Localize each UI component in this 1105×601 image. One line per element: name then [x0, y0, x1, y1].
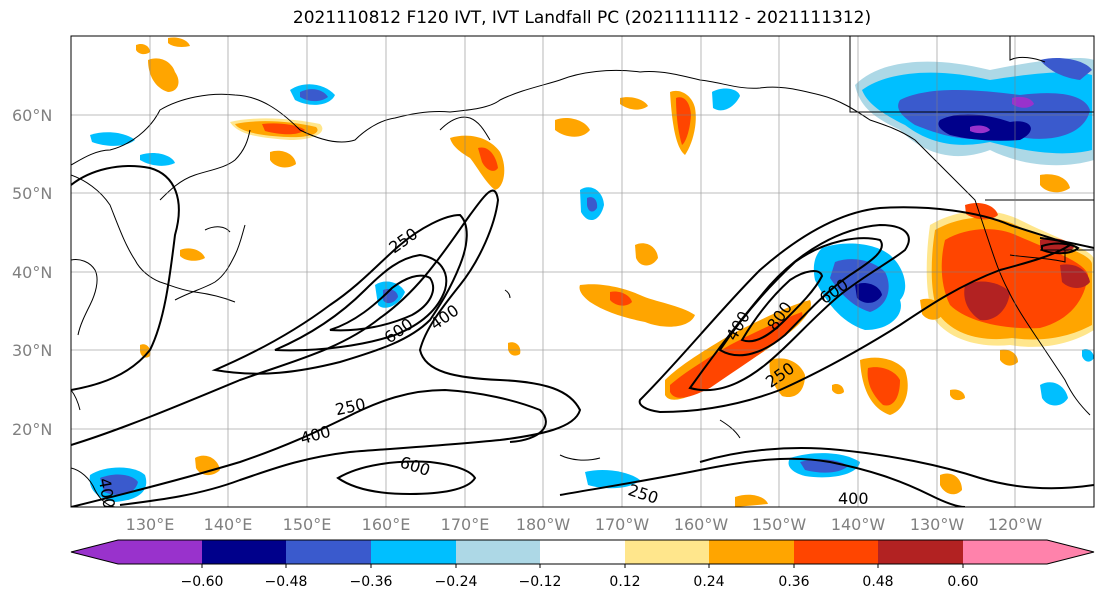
colorbar: −0.60 −0.48 −0.36 −0.24 −0.12 0.12 0.24 … — [70, 539, 1095, 590]
lon-label: 140°E — [204, 515, 253, 534]
colorbar-ticks — [201, 564, 964, 568]
contour-label: 400 — [95, 477, 119, 510]
lon-label: 170°W — [595, 515, 650, 534]
colorbar-tick-label: 0.60 — [947, 574, 978, 590]
contour-400-east — [688, 223, 910, 392]
colorbar-tick-label: −0.48 — [265, 574, 308, 590]
colorbar-segment — [709, 540, 794, 564]
longitude-labels: 130°E 140°E 150°E 160°E 170°E 180°W 170°… — [126, 515, 1043, 534]
lon-label: 150°W — [752, 515, 807, 534]
lon-label: 140°W — [831, 515, 886, 534]
contour-400-inner — [274, 253, 448, 352]
contour-400-southeast — [699, 447, 1094, 490]
coastlines — [71, 36, 1094, 507]
lon-label: 130°W — [910, 515, 965, 534]
colorbar-segment — [371, 540, 456, 564]
lon-label: 130°E — [126, 515, 175, 534]
gridlines — [71, 36, 1094, 507]
lon-label: 160°W — [674, 515, 729, 534]
colorbar-tick-labels: −0.60 −0.48 −0.36 −0.24 −0.12 0.12 0.24 … — [181, 574, 979, 590]
colorbar-tick-label: 0.12 — [609, 574, 640, 590]
colorbar-segment — [963, 540, 1094, 564]
colorbar-tick-label: 0.36 — [778, 574, 809, 590]
lon-label: 180°W — [516, 515, 571, 534]
lat-label: 50°N — [12, 184, 52, 203]
contour-small-east — [1041, 242, 1080, 255]
lat-label: 20°N — [12, 420, 52, 439]
map-title: 2021110812 F120 IVT, IVT Landfall PC (20… — [292, 8, 872, 28]
map-plot-area: 250 400 600 400 800 600 250 250 400 600 … — [71, 36, 1094, 510]
colorbar-segments — [71, 540, 1094, 564]
contour-600-inner — [329, 274, 435, 332]
lon-label: 170°E — [441, 515, 490, 534]
contour-800-east — [740, 270, 824, 343]
map-frame — [70, 35, 1095, 508]
latitude-labels: 60°N 50°N 40°N 30°N 20°N — [12, 106, 52, 439]
colorbar-segment — [540, 540, 625, 564]
colorbar-segment — [286, 540, 371, 564]
negative-anomaly-shading — [89, 58, 1094, 502]
colorbar-segment — [202, 540, 286, 564]
contour-250-west — [71, 165, 180, 391]
contour-250-east-outer — [638, 206, 1072, 414]
contour-600-east — [718, 237, 883, 357]
colorbar-tick-label: 0.48 — [862, 574, 893, 590]
colorbar-tick-label: −0.24 — [435, 574, 478, 590]
lon-label: 120°W — [988, 515, 1043, 534]
colorbar-segment — [878, 540, 963, 564]
lat-label: 60°N — [12, 106, 52, 125]
contour-600-south — [336, 460, 477, 496]
contour-250-southeast — [559, 457, 966, 507]
colorbar-outline — [70, 539, 1095, 565]
lat-label: 30°N — [12, 341, 52, 360]
contour-label: 400 — [838, 489, 869, 508]
lon-label: 160°E — [362, 515, 411, 534]
colorbar-segment — [456, 540, 540, 564]
colorbar-tick-label: −0.60 — [181, 574, 224, 590]
contour-250-east-land — [1039, 237, 1094, 249]
contour-400-west — [71, 388, 547, 507]
colorbar-segment — [794, 540, 878, 564]
contour-250-west-jet — [71, 189, 582, 506]
lat-label: 40°N — [12, 263, 52, 282]
colorbar-tick-label: −0.12 — [519, 574, 562, 590]
lon-label: 150°E — [283, 515, 332, 534]
colorbar-segment — [71, 540, 202, 564]
ivt-contours — [71, 165, 1094, 507]
colorbar-tick-label: −0.36 — [350, 574, 393, 590]
colorbar-tick-label: 0.24 — [693, 574, 724, 590]
contour-250-inner — [211, 213, 468, 375]
colorbar-segment — [625, 540, 709, 564]
